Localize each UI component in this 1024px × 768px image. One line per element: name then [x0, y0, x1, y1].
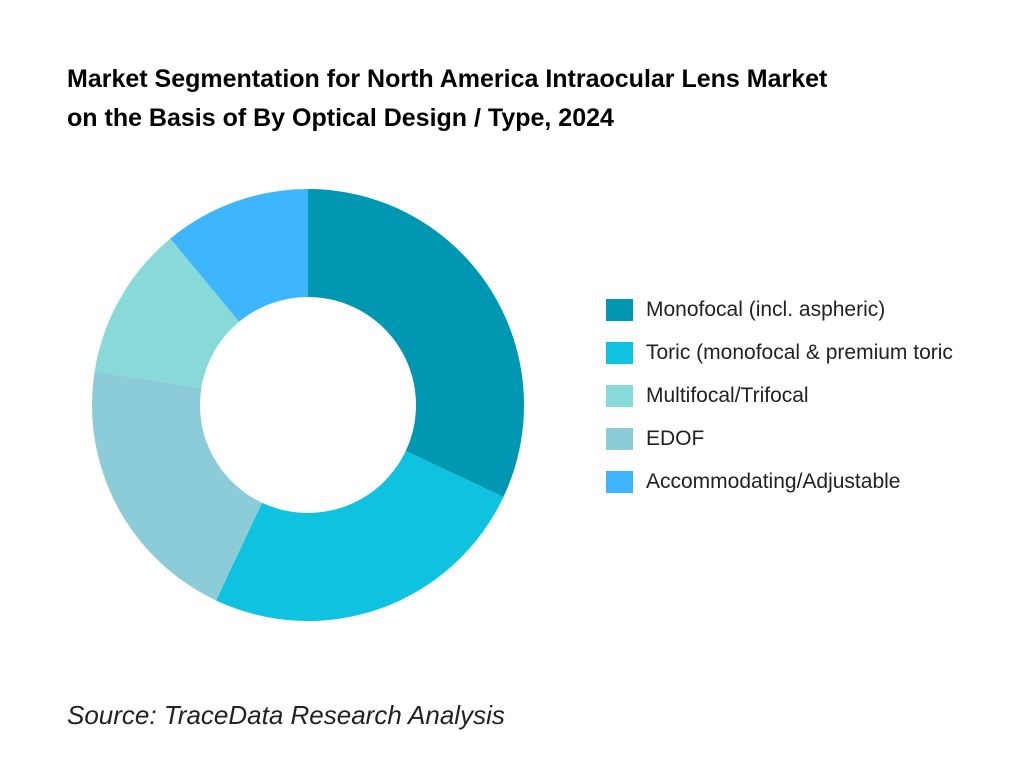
legend-swatch [606, 341, 633, 364]
chart-title: Market Segmentation for North America In… [67, 60, 1017, 138]
chart-title-line-2: on the Basis of By Optical Design / Type… [67, 104, 614, 132]
legend-label: Multifocal/Trifocal [646, 383, 809, 407]
donut-slice-toric-monofocal-premium-toric [216, 450, 504, 621]
legend-item-edof: EDOF [606, 417, 953, 460]
legend-label: Accommodating/Adjustable [646, 469, 901, 493]
chart-title-line-1: Market Segmentation for North America In… [67, 65, 828, 93]
legend-item-monofocal: Monofocal (incl. aspheric) [606, 288, 953, 331]
donut-slice-accommodating-adjustable [170, 189, 308, 322]
legend-swatch [606, 298, 633, 321]
legend-item-toric: Toric (monofocal & premium toric [606, 331, 953, 374]
donut-slice-multifocal-trifocal [94, 238, 240, 389]
legend-swatch [606, 427, 633, 450]
donut-slice-monofocal-incl-aspheric [308, 189, 524, 497]
legend-item-accommodating: Accommodating/Adjustable [606, 460, 953, 503]
legend-swatch [606, 384, 633, 407]
legend-swatch [606, 470, 633, 493]
legend-label: Toric (monofocal & premium toric [646, 340, 953, 364]
source-note: Source: TraceData Research Analysis [67, 700, 505, 730]
chart-legend: Monofocal (incl. aspheric) Toric (monofo… [606, 288, 953, 503]
legend-label: Monofocal (incl. aspheric) [646, 297, 886, 321]
legend-label: EDOF [646, 426, 705, 450]
donut-slice-edof [92, 371, 263, 601]
legend-item-multifocal: Multifocal/Trifocal [606, 374, 953, 417]
